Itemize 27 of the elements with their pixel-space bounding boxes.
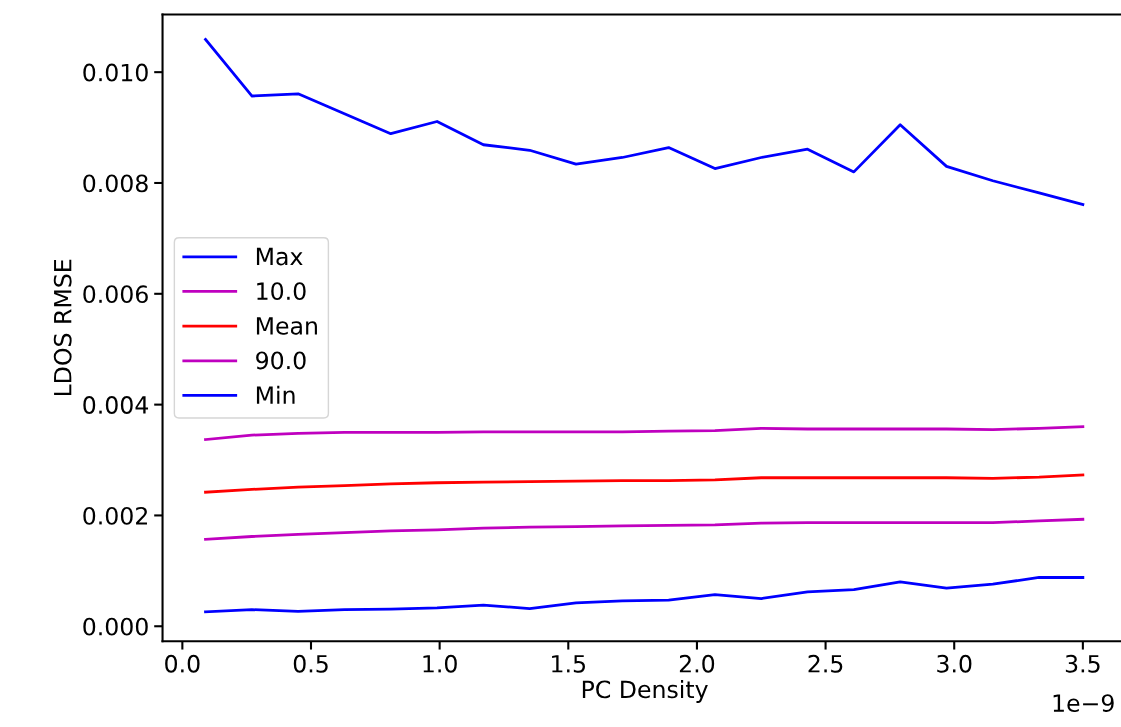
line-series xyxy=(204,473,1085,494)
y-tick-label: 0.000 xyxy=(83,617,148,636)
line-series xyxy=(204,576,1085,614)
y-tick-label: 0.002 xyxy=(83,506,147,525)
y-tick-label: 0.006 xyxy=(83,285,148,304)
legend-label: 10.0 xyxy=(257,282,306,301)
text: 1e−9 xyxy=(1053,694,1114,713)
x-tick-label: 1.5 xyxy=(552,655,585,673)
y-tick-label: 0.004 xyxy=(83,396,149,414)
x-tick-label: 0.0 xyxy=(165,654,200,673)
x-tick-label: 3.5 xyxy=(1065,654,1100,673)
legend-label: Max xyxy=(256,247,303,266)
y-axis-title: LDOS RMSE xyxy=(53,259,72,396)
legend-label: Min xyxy=(256,385,295,404)
x-tick-label: 0.5 xyxy=(293,654,328,673)
x-tick-label: 2.0 xyxy=(679,654,715,673)
legend-label: 90.0 xyxy=(256,351,306,370)
y-tick-label: 0.010 xyxy=(83,63,148,82)
y-tick-label: 0.008 xyxy=(83,174,148,193)
line-series xyxy=(204,425,1085,441)
x-tick-label: 2.5 xyxy=(808,654,843,673)
line-series xyxy=(204,517,1085,541)
x-axis-title: PC Density xyxy=(582,680,708,703)
x-tick-label: 3.0 xyxy=(937,654,972,673)
legend-label: Mean xyxy=(256,317,317,335)
x-tick-label: 1.0 xyxy=(423,654,457,673)
line-series xyxy=(204,38,1085,206)
